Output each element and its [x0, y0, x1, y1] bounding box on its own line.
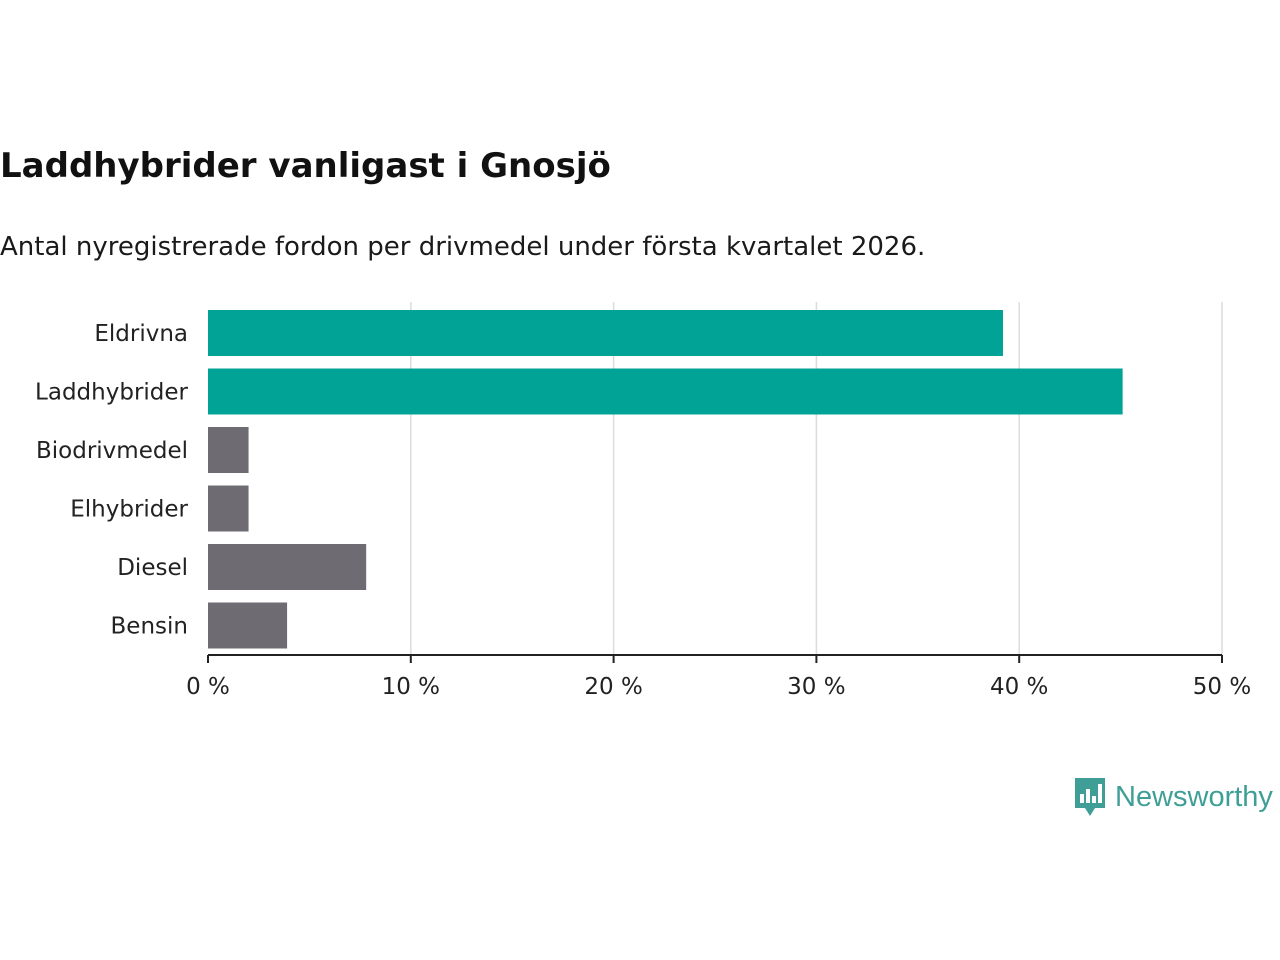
- x-tick-label-30: 30 %: [787, 674, 845, 700]
- x-tick-label-0: 0 %: [186, 674, 230, 700]
- chart-title: Laddhybrider vanligast i Gnosjö: [0, 146, 611, 186]
- bar-diesel: [208, 544, 367, 590]
- category-label-diesel: Diesel: [117, 555, 188, 581]
- grid-lines: [410, 302, 1223, 655]
- brand-name: Newsworthy: [1115, 780, 1273, 813]
- bar-laddhybrider: [208, 368, 1123, 415]
- category-labels: Eldrivna Laddhybrider Biodrivmedel Elhybrid…: [35, 321, 188, 640]
- x-tick-label-40: 40 %: [990, 674, 1048, 700]
- category-label-laddhybrider: Laddhybrider: [35, 380, 188, 406]
- bars: [208, 310, 1123, 649]
- bar-elhybrider: [208, 485, 249, 532]
- newsworthy-logo: Newsworthy: [1073, 776, 1273, 818]
- category-label-bensin: Bensin: [111, 614, 188, 640]
- x-tick-label-50: 50 %: [1193, 674, 1251, 700]
- bar-eldrivna: [208, 310, 1003, 356]
- chart-subtitle: Antal nyregistrerade fordon per drivmede…: [0, 232, 926, 262]
- category-label-elhybrider: Elhybrider: [70, 497, 188, 523]
- x-tick-label-20: 20 %: [584, 674, 642, 700]
- x-tick-label-10: 10 %: [382, 674, 440, 700]
- bar-bensin: [208, 602, 288, 649]
- bar-biodrivmedel: [208, 427, 249, 473]
- category-label-biodrivmedel: Biodrivmedel: [36, 438, 188, 464]
- category-label-eldrivna: Eldrivna: [94, 321, 188, 347]
- bar-chart-speech-bubble-icon: [1075, 778, 1105, 816]
- x-axis: 0 % 10 % 20 % 30 % 40 % 50 %: [186, 654, 1251, 700]
